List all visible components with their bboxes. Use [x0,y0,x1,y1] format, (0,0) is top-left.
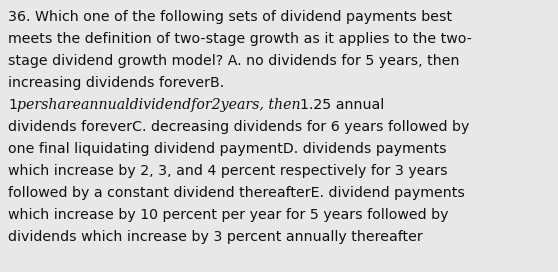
Text: increasing dividends foreverB.: increasing dividends foreverB. [8,76,224,90]
Text: which increase by 2, 3, and 4 percent respectively for 3 years: which increase by 2, 3, and 4 percent re… [8,164,448,178]
Text: stage dividend growth model? A. no dividends for 5 years, then: stage dividend growth model? A. no divid… [8,54,459,68]
Text: dividends which increase by 3 percent annually thereafter: dividends which increase by 3 percent an… [8,230,423,244]
Text: 1.25 annual: 1.25 annual [301,98,385,112]
Text: one final liquidating dividend paymentD. dividends payments: one final liquidating dividend paymentD.… [8,142,446,156]
Text: dividends foreverC. decreasing dividends for 6 years followed by: dividends foreverC. decreasing dividends… [8,120,469,134]
Text: 1: 1 [8,98,17,112]
Text: pershareannualdividendfor2years, then: pershareannualdividendfor2years, then [17,98,301,112]
Text: meets the definition of two-stage growth as it applies to the two-: meets the definition of two-stage growth… [8,32,472,46]
Text: followed by a constant dividend thereafterE. dividend payments: followed by a constant dividend thereaft… [8,186,465,200]
Text: 36. Which one of the following sets of dividend payments best: 36. Which one of the following sets of d… [8,10,452,24]
Text: which increase by 10 percent per year for 5 years followed by: which increase by 10 percent per year fo… [8,208,449,222]
